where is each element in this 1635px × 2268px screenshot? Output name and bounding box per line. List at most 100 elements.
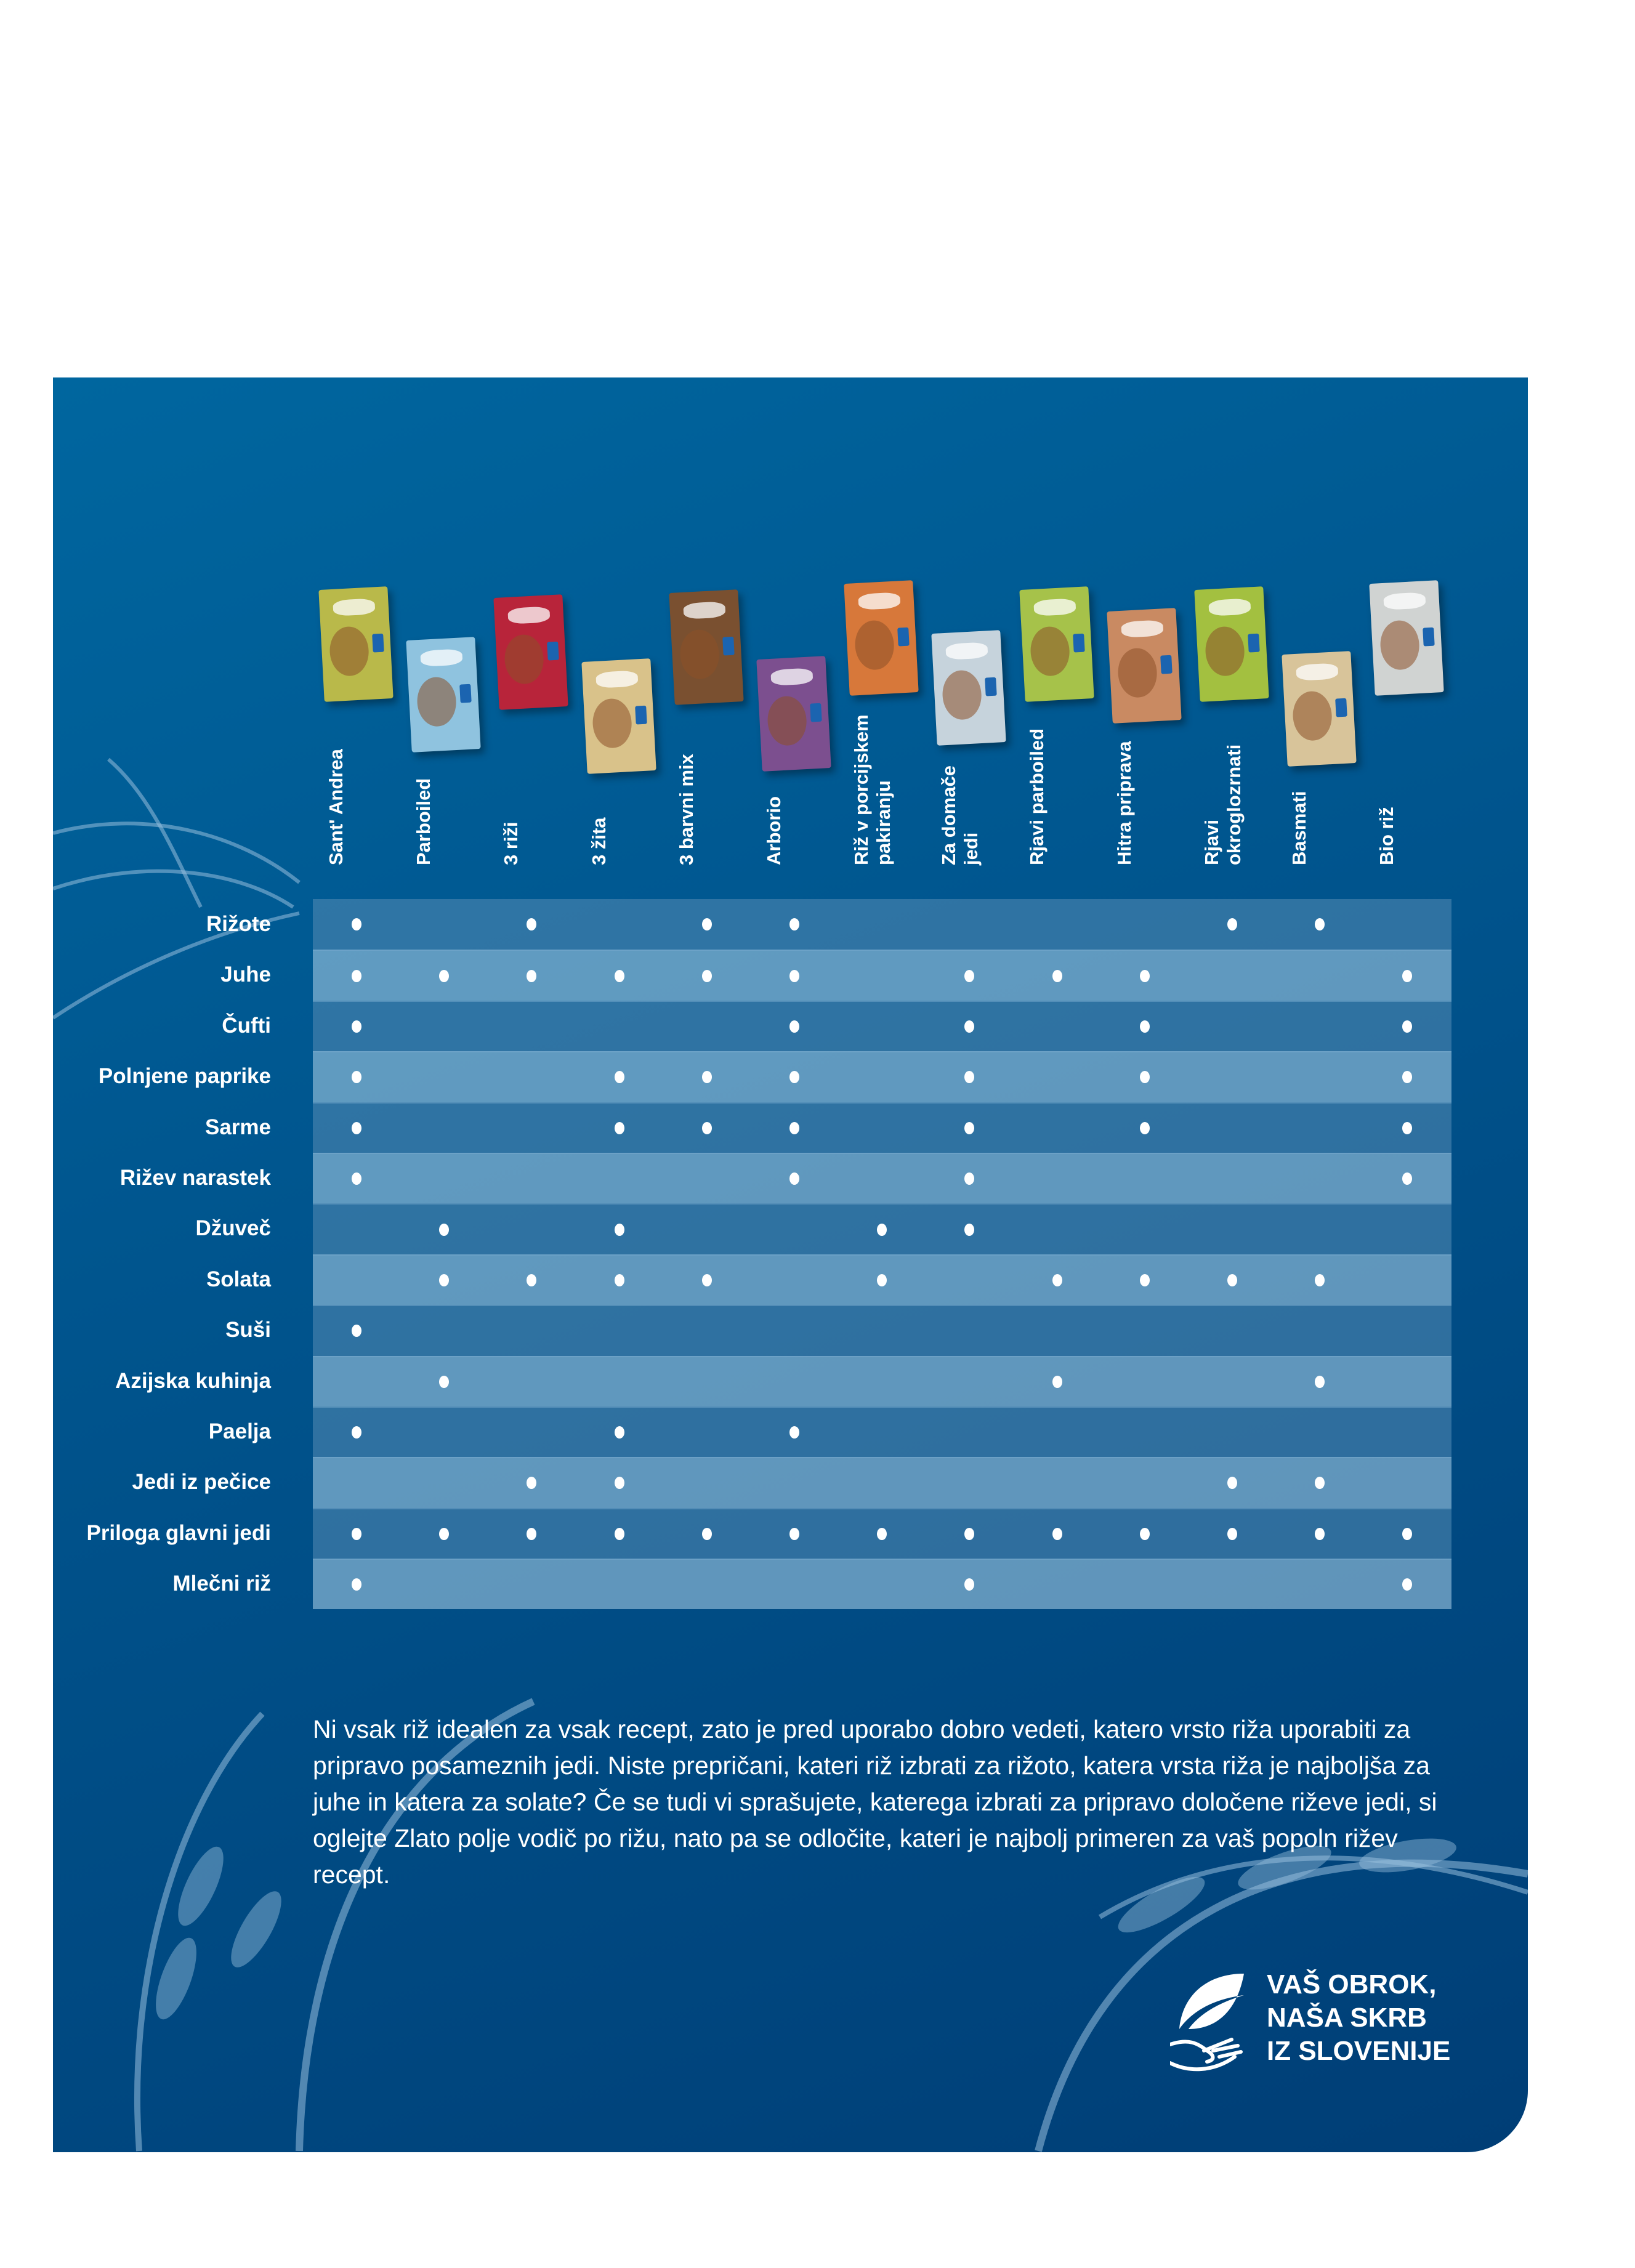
suitable-dot xyxy=(527,969,537,982)
table-cell xyxy=(1189,1154,1276,1203)
table-cell xyxy=(1101,1154,1189,1203)
suitable-dot xyxy=(789,1527,800,1540)
dish-label: Sarme xyxy=(204,1115,271,1139)
table-cell xyxy=(1101,1458,1189,1507)
suitable-dot xyxy=(1052,1527,1062,1540)
dish-label: Rižev narastek xyxy=(119,1166,271,1190)
table-cell xyxy=(313,1104,400,1153)
suitable-dot xyxy=(614,1071,624,1084)
suitable-dot xyxy=(877,1223,887,1236)
product-name: 3 žita xyxy=(587,817,610,865)
table-cell xyxy=(751,1306,838,1355)
table-cell xyxy=(576,1357,663,1406)
table-cell xyxy=(488,1154,575,1203)
table-cell xyxy=(1189,1205,1276,1254)
product-name: Rjavi okroglozrnati xyxy=(1201,744,1245,865)
suitable-dot xyxy=(701,918,712,931)
table-cell xyxy=(1014,1154,1101,1203)
table-cell xyxy=(576,1104,663,1153)
table-cell xyxy=(838,1002,926,1051)
table-cell xyxy=(400,1052,488,1102)
table-cell xyxy=(838,1205,926,1254)
suitable-dot xyxy=(701,1273,712,1286)
suitable-dot xyxy=(1227,918,1237,931)
table-cell xyxy=(926,1560,1013,1609)
table-cell xyxy=(576,951,663,1000)
table-cell xyxy=(663,1509,751,1559)
suitable-dot xyxy=(352,918,362,931)
suitable-dot xyxy=(964,1223,975,1236)
table-cell xyxy=(1101,899,1189,950)
table-cell xyxy=(838,899,926,950)
slogan-line: IZ SLOVENIJE xyxy=(1267,2036,1451,2066)
table-cell xyxy=(1014,1002,1101,1051)
table-cell xyxy=(313,1560,400,1609)
table-cell xyxy=(926,1205,1013,1254)
table-cell xyxy=(1014,899,1101,950)
table-cell xyxy=(1014,1458,1101,1507)
table-cell xyxy=(576,1205,663,1254)
table-cell xyxy=(926,1104,1013,1153)
table-cell xyxy=(1363,1408,1451,1457)
table-cell xyxy=(1276,1104,1363,1153)
product-column-header: Za domače jedi xyxy=(926,653,1013,865)
suitable-dot xyxy=(789,1426,800,1439)
table-cell xyxy=(1363,1002,1451,1051)
table-cell xyxy=(751,899,838,950)
suitable-dot xyxy=(527,918,537,931)
table-row xyxy=(313,1457,1451,1508)
suitable-dot xyxy=(964,1020,975,1033)
table-row xyxy=(313,1355,1451,1406)
table-cell xyxy=(663,1154,751,1203)
table-cell xyxy=(663,1306,751,1355)
table-row xyxy=(313,1102,1451,1153)
table-cell xyxy=(488,1560,575,1609)
table-cell xyxy=(400,1002,488,1051)
table-row xyxy=(313,1203,1451,1254)
table-cell xyxy=(488,1458,575,1507)
table-cell xyxy=(576,1052,663,1102)
suitable-dot xyxy=(877,1273,887,1286)
table-cell xyxy=(488,899,575,950)
suitable-dot xyxy=(964,1121,975,1134)
table-cell xyxy=(751,1104,838,1153)
table-cell xyxy=(313,1306,400,1355)
table-cell xyxy=(1363,1306,1451,1355)
table-cell xyxy=(1101,1560,1189,1609)
table-row xyxy=(313,1000,1451,1052)
table-cell xyxy=(1014,1052,1101,1102)
table-cell xyxy=(400,1306,488,1355)
table-cell xyxy=(576,1002,663,1051)
suitable-dot xyxy=(701,1071,712,1084)
table-cell xyxy=(663,1104,751,1153)
table-cell xyxy=(488,1104,575,1153)
table-cell xyxy=(926,1002,1013,1051)
table-cell xyxy=(1014,1104,1101,1153)
product-column-header: Arborio xyxy=(751,653,838,865)
table-cell xyxy=(751,1052,838,1102)
suitable-dot xyxy=(439,1527,450,1540)
suitable-dot xyxy=(614,1477,624,1490)
suitable-dot xyxy=(1139,1071,1150,1084)
suitable-dot xyxy=(1315,1273,1325,1286)
table-cell xyxy=(1276,1509,1363,1559)
table-cell xyxy=(751,1509,838,1559)
suitable-dot xyxy=(964,1578,975,1591)
table-cell xyxy=(1014,1256,1101,1305)
table-cell xyxy=(926,951,1013,1000)
dish-label: Rižote xyxy=(206,912,271,936)
dish-label: Mlečni riž xyxy=(172,1572,271,1596)
suitable-dot xyxy=(1139,1273,1150,1286)
suitable-dot xyxy=(614,1121,624,1134)
table-cell xyxy=(1363,899,1451,950)
table-cell xyxy=(1363,1154,1451,1203)
suitable-dot xyxy=(964,1527,975,1540)
suitable-dot xyxy=(1227,1477,1237,1490)
table-cell xyxy=(1014,1306,1101,1355)
table-cell xyxy=(1276,1256,1363,1305)
table-cell xyxy=(663,1560,751,1609)
table-row xyxy=(313,1406,1451,1458)
slogan: VAŠ OBROK, NAŠA SKRB IZ SLOVENIJE xyxy=(1267,1968,1450,2068)
suitable-dot xyxy=(964,969,975,982)
table-cell xyxy=(488,951,575,1000)
